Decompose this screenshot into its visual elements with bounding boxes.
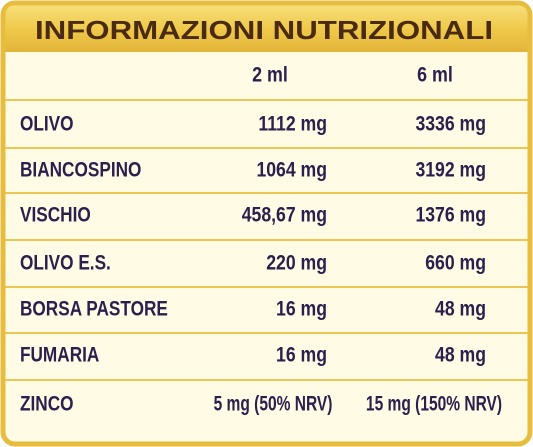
row-value: 16 mg [276, 343, 327, 367]
row-label: BIANCOSPINO [20, 159, 141, 182]
column-header: 2 ml [252, 63, 288, 87]
table-title: INFORMAZIONI NUTRIZIONALI [35, 15, 493, 45]
row-value: 48 mg [435, 297, 486, 321]
title-band [5, 5, 528, 52]
row-label: ZINCO [20, 393, 74, 416]
row-value: 48 mg [435, 343, 486, 367]
row-value: 1064 mg [256, 158, 327, 182]
row-value: 220 mg [266, 251, 327, 275]
row-label: OLIVO [20, 113, 74, 136]
row-label: VISCHIO [20, 204, 91, 227]
row-value: 16 mg [276, 297, 327, 321]
row-value: 1376 mg [415, 203, 486, 227]
row-value: 1112 mg [258, 112, 327, 136]
row-value: 5 mg (50% NRV) [214, 391, 333, 415]
row-value: 3192 mg [415, 158, 486, 182]
row-value: 458,67 mg [242, 203, 327, 227]
row-value: 3336 mg [415, 112, 486, 136]
column-header: 6 ml [417, 63, 453, 87]
row-value: 15 mg (150% NRV) [366, 391, 502, 415]
row-label: BORSA PASTORE [20, 298, 168, 321]
row-label: OLIVO E.S. [20, 252, 111, 275]
row-value: 660 mg [425, 251, 486, 275]
row-label: FUMARIA [20, 344, 99, 367]
